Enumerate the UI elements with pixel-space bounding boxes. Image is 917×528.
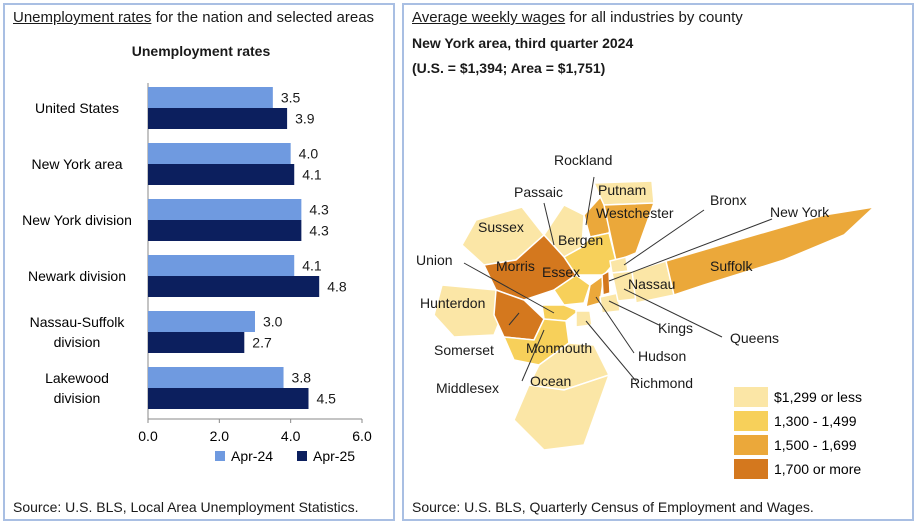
county-wage-map: Rockland Putnam Passaic Westchester Bron… <box>416 152 877 479</box>
x-tick-label-3: 6.0 <box>352 428 372 444</box>
county-middlesex <box>502 318 570 366</box>
data-label-apr-25-1: 4.1 <box>302 167 322 183</box>
category-label-5-0: Lakewood <box>45 370 109 386</box>
legend-swatch-1 <box>734 387 768 407</box>
label-passaic: Passaic <box>514 184 563 200</box>
category-label-4-1: division <box>54 334 101 350</box>
wages-map-panel: Average weekly wages for all industries … <box>402 3 914 521</box>
data-label-apr-25-0: 3.9 <box>295 111 315 127</box>
county-kings <box>599 292 621 314</box>
right-header-rest: for all industries by county <box>565 9 743 26</box>
category-label-2-0: New York division <box>22 212 132 228</box>
bar-apr-24-2 <box>148 199 302 220</box>
legend-label-1: $1,299 or less <box>774 389 862 405</box>
category-label-3-0: Newark division <box>28 268 126 284</box>
bar-apr-24-0 <box>148 87 273 108</box>
label-union: Union <box>416 252 453 268</box>
bar-apr-25-0 <box>148 108 288 129</box>
bar-apr-24-5 <box>148 367 284 388</box>
label-bronx: Bronx <box>710 192 747 208</box>
map-subtitle-2: (U.S. = $1,394; Area = $1,751) <box>412 60 606 76</box>
category-label-4-0: Nassau-Suffolk <box>30 314 126 330</box>
label-rockland: Rockland <box>554 152 612 168</box>
data-label-apr-24-3: 4.1 <box>302 258 322 274</box>
legend-label-apr-24: Apr-24 <box>231 448 273 464</box>
unemployment-panel: Unemployment rates for the nation and se… <box>3 3 395 521</box>
data-label-apr-24-1: 4.0 <box>299 146 319 162</box>
bar-apr-25-2 <box>148 220 302 241</box>
chart-title: Unemployment rates <box>131 43 271 59</box>
data-label-apr-24-2: 4.3 <box>309 202 329 218</box>
left-panel-header: Unemployment rates for the nation and se… <box>13 9 374 26</box>
label-putnam: Putnam <box>598 182 646 198</box>
legend-swatch-4 <box>734 459 768 479</box>
label-bergen: Bergen <box>558 232 603 248</box>
label-middlesex: Middlesex <box>436 380 499 396</box>
label-monmouth: Monmouth <box>526 340 592 356</box>
category-label-0-0: United States <box>35 100 119 116</box>
label-westchester: Westchester <box>596 205 674 221</box>
legend-label-3: 1,500 - 1,699 <box>774 437 857 453</box>
bar-apr-25-5 <box>148 388 309 409</box>
label-somerset: Somerset <box>434 342 494 358</box>
county-somerset <box>493 288 545 341</box>
label-queens: Queens <box>730 330 779 346</box>
legend-swatch-2 <box>734 411 768 431</box>
label-hunterdon: Hunterdon <box>420 295 485 311</box>
legend-label-apr-25: Apr-25 <box>313 448 355 464</box>
label-essex: Essex <box>542 264 580 280</box>
data-label-apr-24-4: 3.0 <box>263 314 283 330</box>
label-nassau: Nassau <box>628 276 675 292</box>
data-label-apr-24-5: 3.8 <box>292 370 312 386</box>
county-bergen <box>562 232 617 276</box>
label-ocean: Ocean <box>530 373 571 389</box>
bar-apr-25-1 <box>148 164 295 185</box>
data-label-apr-24-0: 3.5 <box>281 90 301 106</box>
label-hudson: Hudson <box>638 348 686 364</box>
left-source: Source: U.S. BLS, Local Area Unemploymen… <box>13 499 359 515</box>
label-suffolk: Suffolk <box>710 258 754 274</box>
right-panel-header: Average weekly wages for all industries … <box>412 9 743 26</box>
data-label-apr-25-5: 4.5 <box>317 391 337 407</box>
map-legend: $1,299 or less 1,300 - 1,499 1,500 - 1,6… <box>734 387 862 479</box>
unemployment-rates-link[interactable]: Unemployment rates <box>13 9 152 26</box>
bar-apr-25-4 <box>148 332 245 353</box>
label-morris: Morris <box>496 258 535 274</box>
category-label-1-0: New York area <box>31 156 122 172</box>
label-richmond: Richmond <box>630 375 693 391</box>
map-subtitle-1: New York area, third quarter 2024 <box>412 35 634 51</box>
legend-swatch-apr-24 <box>215 451 225 461</box>
county-ocean <box>513 373 611 451</box>
label-kings: Kings <box>658 320 693 336</box>
label-new-york: New York <box>770 204 830 220</box>
left-header-rest: for the nation and selected areas <box>151 9 375 26</box>
bar-apr-24-3 <box>148 255 295 276</box>
bar-apr-24-1 <box>148 143 291 164</box>
unemployment-bar-chart: 3.5 3.9 United States 4.0 4.1 New York area 4.… <box>22 83 372 464</box>
legend-swatch-apr-25 <box>297 451 307 461</box>
x-tick-label-2: 4.0 <box>281 428 301 444</box>
county-suffolk <box>665 205 877 296</box>
bar-apr-24-4 <box>148 311 255 332</box>
bar-apr-25-3 <box>148 276 320 297</box>
legend-label-2: 1,300 - 1,499 <box>774 413 857 429</box>
label-sussex: Sussex <box>478 219 524 235</box>
legend-label-4: 1,700 or more <box>774 461 861 477</box>
x-tick-label-0: 0.0 <box>138 428 158 444</box>
county-new-york <box>601 269 611 296</box>
average-weekly-wages-link[interactable]: Average weekly wages <box>412 9 566 26</box>
data-label-apr-25-3: 4.8 <box>327 279 347 295</box>
legend-swatch-3 <box>734 435 768 455</box>
data-label-apr-25-4: 2.7 <box>252 335 272 351</box>
category-label-5-1: division <box>54 390 101 406</box>
county-union <box>541 304 581 322</box>
county-hunterdon <box>433 284 505 338</box>
x-tick-label-1: 2.0 <box>210 428 230 444</box>
right-source: Source: U.S. BLS, Quarterly Census of Em… <box>412 499 814 515</box>
data-label-apr-25-2: 4.3 <box>309 223 329 239</box>
county-essex <box>552 274 591 306</box>
